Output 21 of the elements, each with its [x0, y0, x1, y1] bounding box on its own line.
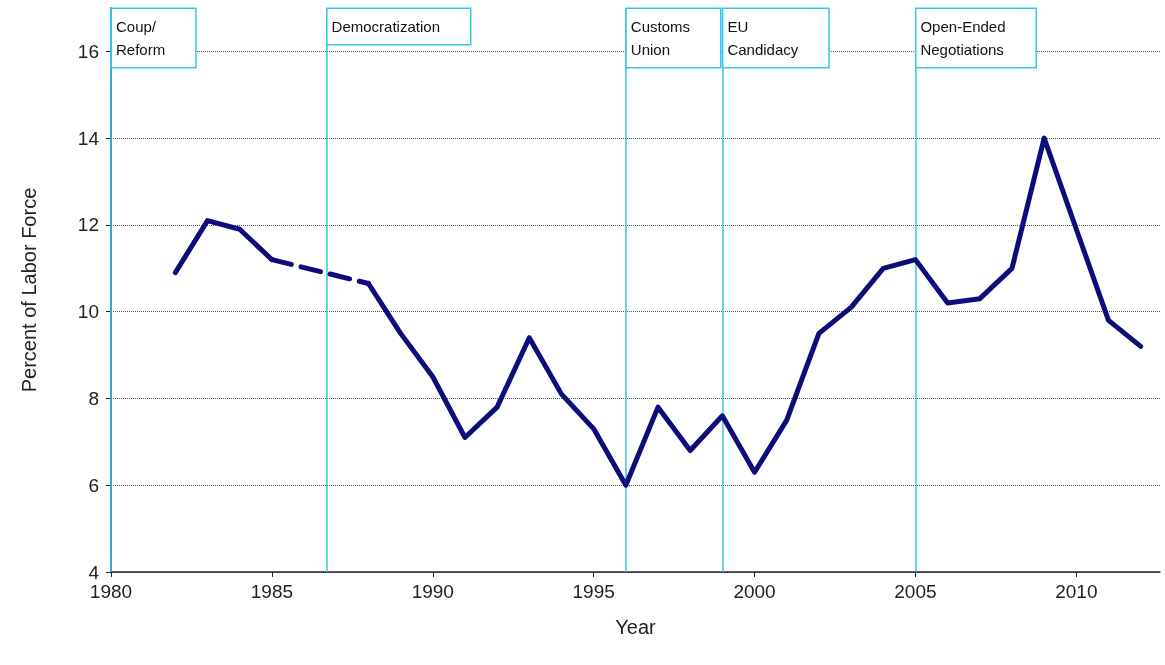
ref-line-label: EU Candidacy: [727, 18, 799, 58]
x-axis-title: Year: [615, 616, 657, 638]
ref-line-label: Democratization: [331, 18, 440, 35]
y-axis-title: Percent of Labor Force: [18, 187, 40, 393]
y-tick-label: 8: [88, 387, 99, 409]
ref-line-label: Customs Union: [630, 18, 691, 58]
x-tick-label: 1990: [411, 581, 454, 602]
x-tick-label: 2000: [733, 581, 776, 602]
x-tick-label: 1985: [250, 581, 294, 602]
x-tick-label: 1995: [572, 581, 615, 602]
x-tick-label: 2005: [894, 581, 937, 602]
x-tick-label: 1980: [89, 581, 133, 602]
ref-line-label: Coup/ Reform: [116, 18, 166, 58]
ref-line-label: Open-Ended Negotiations: [920, 18, 1006, 58]
y-tick-label: 6: [88, 474, 99, 496]
y-tick-label: 14: [77, 127, 100, 149]
y-tick-label: 10: [77, 301, 99, 323]
y-tick-label: 4: [88, 561, 100, 583]
y-tick-label: 12: [77, 214, 99, 236]
y-tick-label: 16: [77, 40, 99, 62]
x-tick-label: 2010: [1055, 581, 1098, 602]
